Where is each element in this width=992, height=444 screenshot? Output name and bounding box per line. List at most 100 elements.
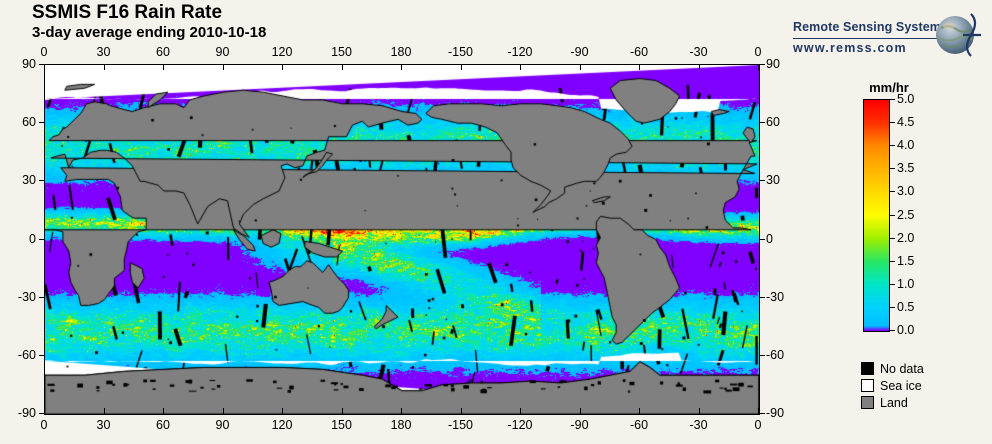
lat-tick: [39, 413, 45, 414]
colorbar-tick: [890, 99, 895, 100]
legend-swatch: [861, 379, 874, 392]
legend-item: Sea ice: [861, 377, 924, 394]
globe-icon: [931, 10, 983, 65]
colorbar-tick: [890, 306, 895, 308]
lon-tick-label: -30: [689, 45, 708, 59]
legend-item: No data: [861, 360, 924, 377]
lon-tick: [460, 408, 462, 414]
colorbar-tick-label: 2.0: [897, 230, 915, 245]
lon-tick-label: -150: [447, 45, 474, 59]
legend-label: Land: [880, 395, 908, 410]
colorbar-tick-label: 1.0: [897, 276, 915, 291]
colorbar-tick-label: 5.0: [897, 92, 915, 106]
lat-tick: [39, 354, 45, 356]
branding[interactable]: Remote Sensing Systems www.remss.com: [793, 10, 983, 60]
colorbar-tick: [890, 191, 895, 193]
lat-tick: [39, 122, 45, 124]
lat-tick-label: 60: [22, 115, 36, 130]
colorbar-tick-label: 2.5: [897, 207, 915, 222]
colorbar[interactable]: [863, 99, 890, 332]
lat-tick-label: -30: [17, 289, 36, 304]
lon-tick: [282, 408, 283, 414]
lat-tick-label: -60: [766, 347, 785, 362]
lon-tick-label: 120: [271, 418, 293, 432]
colorbar-tick-label: 3.5: [897, 161, 915, 176]
lon-tick-label: 180: [390, 418, 412, 432]
colorbar-tick: [890, 330, 895, 331]
lon-tick: [282, 64, 283, 70]
lon-tick: [401, 408, 402, 414]
lon-tick-label: 0: [40, 45, 48, 59]
lon-tick-label: -90: [570, 45, 589, 59]
lon-tick: [163, 64, 164, 70]
legend-label: No data: [880, 361, 924, 376]
lon-tick: [401, 64, 402, 70]
lat-tick-label: 90: [766, 57, 780, 71]
lon-tick: [639, 408, 640, 414]
lon-tick-label: -150: [447, 418, 474, 432]
lat-tick-label: -90: [766, 406, 785, 420]
colorbar-tick: [890, 214, 895, 216]
lon-tick: [579, 408, 581, 414]
lat-tick: [759, 413, 765, 414]
map-plot-area[interactable]: [44, 64, 760, 415]
lon-tick: [341, 64, 343, 70]
title-block: SSMIS F16 Rain Rate 3-day average ending…: [32, 2, 266, 42]
lon-tick: [222, 408, 224, 414]
lat-tick: [759, 180, 765, 182]
lon-tick-label: -60: [629, 45, 649, 59]
lat-tick: [759, 296, 765, 298]
lon-tick: [44, 64, 45, 70]
lat-tick-label: 60: [766, 115, 780, 130]
lon-tick: [579, 64, 581, 70]
colorbar-unit-label: mm/hr: [869, 80, 909, 95]
lat-tick-label: 0: [766, 231, 773, 246]
lon-tick: [44, 408, 45, 414]
lon-tick-label: 90: [215, 45, 230, 59]
lat-tick-label: 30: [766, 173, 780, 188]
legend-label: Sea ice: [880, 378, 922, 393]
lon-tick: [103, 408, 105, 414]
colorbar-tick-label: 1.5: [897, 253, 915, 268]
lon-tick-label: 180: [390, 45, 412, 59]
colorbar-tick-label: 0.5: [897, 299, 915, 314]
lon-tick-label: -90: [570, 418, 589, 432]
legend-item: Land: [861, 394, 924, 411]
brand-name: Remote Sensing Systems: [793, 20, 949, 34]
colorbar-tick-label: 3.0: [897, 184, 915, 199]
lon-tick: [520, 64, 521, 70]
legend-swatch: [861, 362, 874, 375]
lon-tick: [520, 408, 521, 414]
lon-tick-label: -30: [689, 418, 708, 432]
map-legend: No data Sea ice Land: [861, 360, 924, 411]
lat-tick-label: 90: [22, 57, 36, 71]
colorbar-gradient: [864, 100, 889, 331]
colorbar-tick: [890, 237, 895, 239]
colorbar-tick: [890, 122, 895, 124]
colorbar-tick: [890, 283, 895, 285]
lon-tick-label: 150: [331, 418, 352, 432]
lon-tick: [698, 408, 700, 414]
lat-tick: [39, 238, 45, 240]
lon-tick-label: -120: [507, 418, 533, 432]
lat-tick-label: 30: [22, 173, 36, 188]
lat-tick-label: -60: [17, 347, 36, 362]
lon-tick-label: 90: [215, 418, 230, 432]
lon-tick-label: -120: [507, 45, 533, 59]
page-title: SSMIS F16 Rain Rate: [32, 2, 223, 23]
lon-tick: [758, 408, 759, 414]
lat-tick: [39, 296, 45, 298]
lon-tick-label: 60: [156, 45, 170, 59]
brand-url[interactable]: www.remss.com: [793, 41, 907, 55]
lat-tick-label: -90: [17, 406, 36, 420]
lat-tick: [39, 180, 45, 182]
lon-tick-label: 120: [271, 45, 293, 59]
lon-tick: [698, 64, 700, 70]
lon-tick: [639, 64, 640, 70]
colorbar-tick: [890, 145, 895, 147]
lat-tick: [759, 64, 765, 65]
colorbar-tick-label: 4.0: [897, 138, 915, 153]
lon-tick-label: 30: [96, 45, 111, 59]
lon-tick: [163, 408, 164, 414]
lon-tick-label: 0: [40, 418, 48, 432]
